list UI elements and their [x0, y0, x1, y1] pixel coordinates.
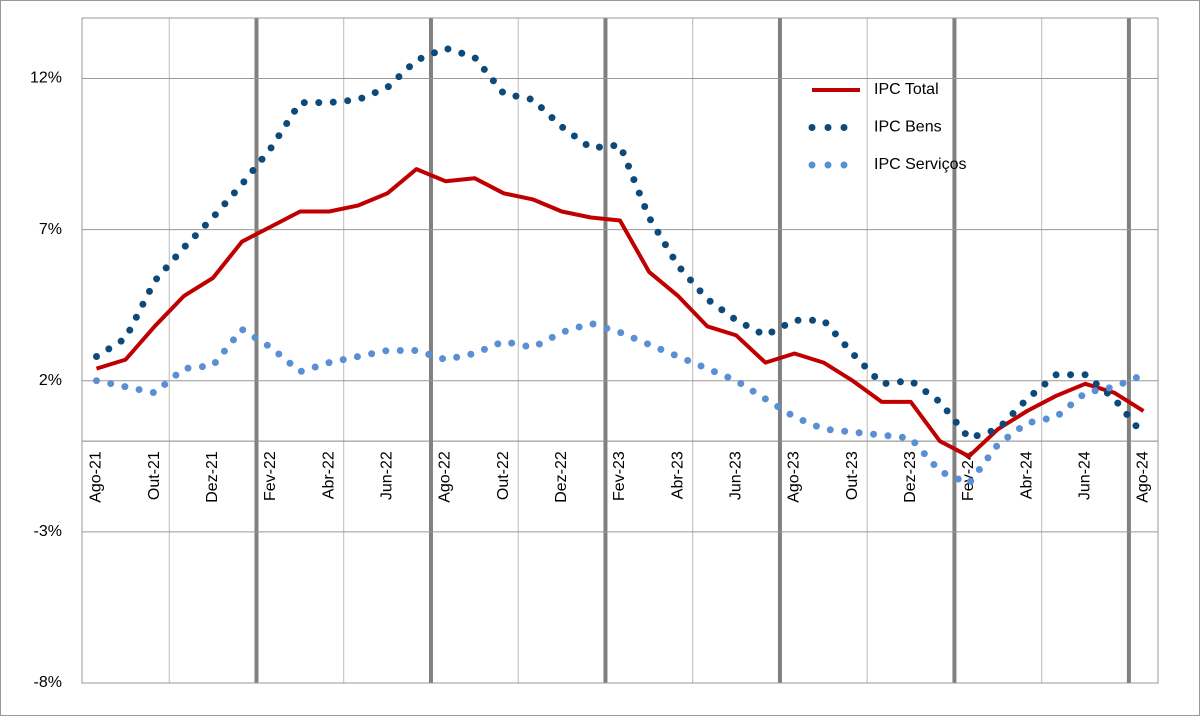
- x-tick-label: Out-21: [146, 451, 163, 500]
- series-line: [95, 167, 1145, 459]
- x-tick-label: Abr-22: [320, 451, 337, 499]
- series-line: [93, 44, 1147, 442]
- x-tick-label: Ago-21: [88, 451, 105, 503]
- x-tick-label: Dez-22: [553, 451, 570, 503]
- x-tick-label: Jun-24: [1077, 451, 1094, 500]
- x-tick-label: Ago-22: [437, 451, 454, 503]
- x-tick-label: Fev-24: [960, 451, 977, 501]
- plot-frame: [81, 17, 1159, 684]
- x-tick-label: Fev-23: [611, 451, 628, 501]
- legend-label: IPC Serviços: [874, 156, 966, 173]
- x-tick-label: Ago-24: [1135, 451, 1152, 503]
- y-tick-label: 2%: [39, 372, 62, 389]
- x-tick-label: Out-22: [495, 451, 512, 500]
- series-line: [93, 319, 1147, 487]
- x-tick-label: Jun-23: [728, 451, 745, 500]
- x-tick-label: Jun-22: [379, 451, 396, 500]
- x-tick-label: Abr-24: [1018, 451, 1035, 499]
- x-tick-label: Dez-21: [204, 451, 221, 503]
- y-tick-label: -3%: [34, 523, 62, 540]
- y-tick-label: 7%: [39, 221, 62, 238]
- y-tick-label: 12%: [30, 70, 62, 87]
- legend-label: IPC Total: [874, 81, 939, 98]
- x-tick-label: Ago-23: [786, 451, 803, 503]
- y-tick-label: -8%: [34, 674, 62, 691]
- legend-label: IPC Bens: [874, 119, 942, 136]
- x-tick-label: Dez-23: [902, 451, 919, 503]
- x-tick-label: Fev-22: [262, 451, 279, 501]
- x-tick-label: Out-23: [844, 451, 861, 500]
- x-tick-label: Abr-23: [669, 451, 686, 499]
